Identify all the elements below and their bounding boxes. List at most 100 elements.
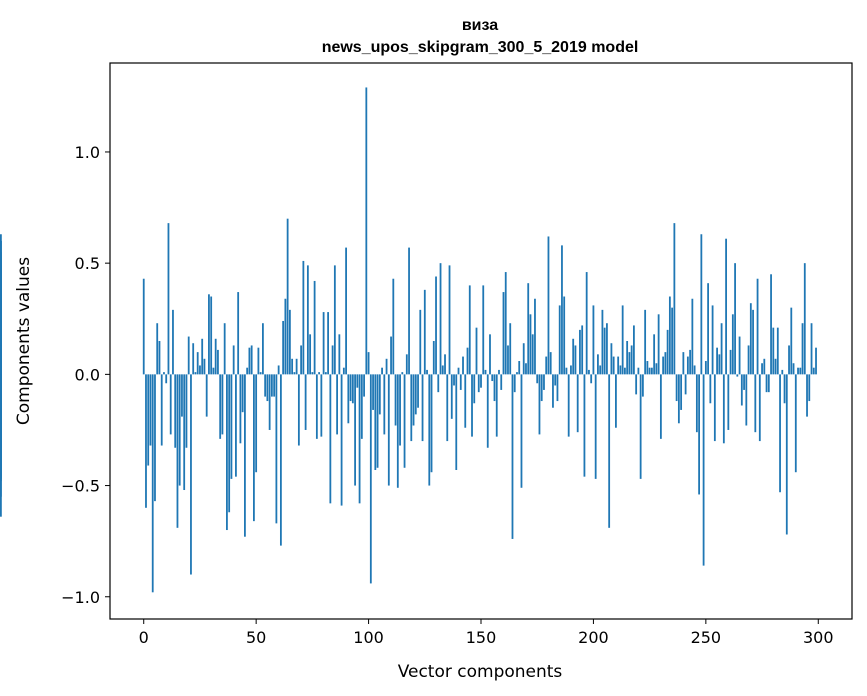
bar	[525, 363, 527, 375]
bar	[0, 240, 2, 375]
bar	[329, 374, 332, 504]
bar	[657, 314, 660, 375]
bar	[561, 245, 563, 375]
bar	[579, 329, 581, 375]
bar	[545, 356, 548, 375]
bar	[527, 283, 530, 375]
bar	[713, 374, 716, 442]
bar	[468, 285, 471, 375]
bar	[459, 374, 462, 390]
bar	[504, 272, 507, 375]
bar	[756, 278, 759, 375]
bar	[653, 334, 656, 375]
bar	[340, 374, 343, 506]
bar	[172, 309, 174, 375]
bar	[736, 374, 739, 377]
bar	[480, 374, 482, 388]
bar	[309, 334, 312, 375]
bar	[707, 283, 709, 375]
bar	[336, 374, 338, 435]
bar	[801, 323, 804, 375]
bar	[183, 374, 186, 491]
bar	[453, 374, 455, 386]
bar	[682, 352, 685, 375]
bar	[457, 367, 460, 375]
bar	[572, 338, 575, 375]
x-tick-label: 300	[803, 628, 834, 647]
x-tick-label: 150	[466, 628, 497, 647]
bar	[500, 374, 503, 390]
bar	[324, 372, 327, 375]
bar	[776, 327, 779, 375]
bar	[273, 374, 276, 397]
bar	[747, 345, 750, 375]
bar	[799, 367, 802, 375]
bar	[471, 374, 473, 437]
bar	[266, 374, 269, 402]
bar	[792, 363, 795, 375]
bar	[727, 374, 730, 430]
bar	[160, 374, 163, 446]
bar	[482, 285, 485, 375]
bar	[668, 296, 671, 375]
bar	[212, 367, 215, 375]
bar	[403, 374, 406, 468]
bar	[351, 374, 354, 404]
bar	[740, 374, 743, 406]
bar	[734, 263, 736, 375]
bar	[410, 374, 413, 442]
bar	[356, 374, 359, 388]
bar	[282, 320, 285, 375]
plot-frame	[109, 62, 853, 620]
bar	[0, 374, 2, 497]
bar	[493, 374, 496, 402]
bar	[374, 374, 377, 470]
bar	[540, 374, 543, 402]
bar	[662, 356, 665, 375]
bar	[491, 374, 494, 382]
bar	[237, 292, 240, 375]
bar	[619, 365, 622, 375]
bar	[169, 374, 172, 435]
bar	[684, 374, 687, 395]
bar	[628, 352, 631, 375]
bar	[320, 374, 323, 437]
bar	[601, 309, 604, 375]
y-tick-label: −0.5	[61, 477, 100, 496]
x-tick-label: 0	[139, 628, 149, 647]
bar	[232, 345, 235, 375]
bar	[583, 374, 586, 477]
bar	[428, 374, 431, 486]
bar	[421, 374, 424, 442]
bar	[394, 374, 397, 426]
bar	[567, 374, 570, 437]
bar	[223, 323, 226, 375]
bar	[414, 374, 417, 415]
bar	[752, 309, 754, 375]
bar	[536, 374, 539, 384]
bar	[437, 374, 440, 393]
bar	[788, 345, 790, 375]
bar	[808, 374, 811, 402]
bar	[518, 361, 521, 375]
bar	[372, 374, 374, 410]
bar	[455, 374, 458, 470]
bar	[554, 374, 557, 386]
bar	[648, 367, 651, 375]
bar	[531, 334, 534, 375]
bar	[806, 374, 808, 417]
bar	[385, 358, 388, 375]
bar	[626, 341, 629, 375]
bar	[448, 265, 451, 375]
bar	[439, 263, 442, 375]
bar	[199, 365, 201, 375]
bar	[671, 307, 674, 375]
bar	[761, 363, 763, 375]
bar	[311, 372, 314, 375]
bar	[228, 374, 231, 513]
bar	[477, 374, 480, 393]
bar	[639, 374, 642, 479]
bar	[507, 345, 509, 375]
x-tick-label: 100	[353, 628, 384, 647]
